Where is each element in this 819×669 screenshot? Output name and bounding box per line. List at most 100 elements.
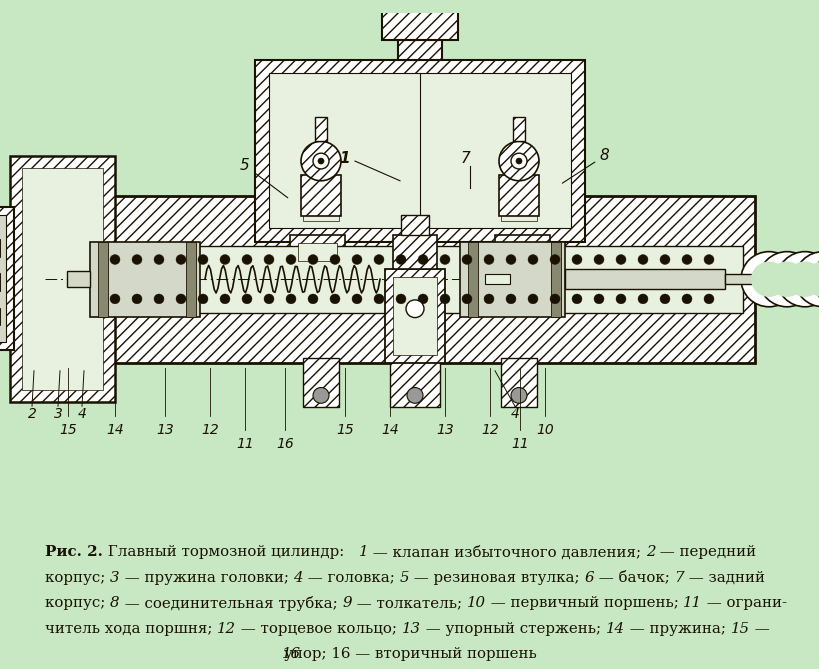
Circle shape xyxy=(615,255,625,264)
Circle shape xyxy=(740,252,796,307)
Text: 4: 4 xyxy=(293,571,302,585)
Circle shape xyxy=(110,255,120,264)
Bar xyxy=(390,0,450,9)
Text: 13: 13 xyxy=(436,423,454,437)
Text: 12: 12 xyxy=(217,622,236,636)
Circle shape xyxy=(313,153,328,169)
Circle shape xyxy=(154,294,164,304)
Circle shape xyxy=(776,252,819,307)
Text: 11: 11 xyxy=(510,437,528,451)
Text: 9: 9 xyxy=(342,596,351,610)
Circle shape xyxy=(461,294,472,304)
Bar xyxy=(502,243,541,262)
Circle shape xyxy=(264,255,274,264)
Bar xyxy=(10,156,115,402)
Circle shape xyxy=(527,255,537,264)
Bar xyxy=(55,195,754,363)
Text: — бачок;: — бачок; xyxy=(593,571,674,585)
Text: читель хода поршня;: читель хода поршня; xyxy=(45,622,217,636)
Circle shape xyxy=(681,294,691,304)
Bar xyxy=(392,235,437,270)
Bar xyxy=(295,201,346,214)
Circle shape xyxy=(176,294,186,304)
Circle shape xyxy=(418,294,428,304)
Text: 2: 2 xyxy=(645,545,654,559)
Bar xyxy=(397,40,441,60)
Text: 7: 7 xyxy=(459,151,469,166)
Text: 3: 3 xyxy=(53,407,62,421)
Circle shape xyxy=(593,255,604,264)
Bar xyxy=(303,358,338,407)
Circle shape xyxy=(615,294,625,304)
Text: 13: 13 xyxy=(156,423,174,437)
Text: 7: 7 xyxy=(674,571,683,585)
Text: 4: 4 xyxy=(78,407,86,421)
Text: Главный тормозной цилиндр:: Главный тормозной цилиндр: xyxy=(103,545,358,559)
Circle shape xyxy=(794,252,819,307)
Text: корпус;: корпус; xyxy=(45,596,110,610)
Bar xyxy=(390,358,440,407)
Circle shape xyxy=(132,255,142,264)
Text: 14: 14 xyxy=(106,423,124,437)
Circle shape xyxy=(329,255,340,264)
Text: —: — xyxy=(749,622,768,636)
Text: — ограни-: — ограни- xyxy=(701,596,786,610)
Circle shape xyxy=(637,294,647,304)
Circle shape xyxy=(659,294,669,304)
Circle shape xyxy=(505,294,515,304)
Text: 8: 8 xyxy=(110,596,120,610)
Circle shape xyxy=(219,255,229,264)
Text: 13: 13 xyxy=(401,622,421,636)
Text: 4: 4 xyxy=(510,407,518,421)
Text: 10: 10 xyxy=(536,423,553,437)
Text: 1: 1 xyxy=(339,151,350,166)
Circle shape xyxy=(505,255,515,264)
Text: 12: 12 xyxy=(481,423,498,437)
Circle shape xyxy=(510,387,527,403)
Text: 15: 15 xyxy=(730,622,749,636)
Circle shape xyxy=(704,294,713,304)
Circle shape xyxy=(351,255,361,264)
Text: — толкатель;: — толкатель; xyxy=(351,596,466,610)
Text: 16: 16 xyxy=(281,647,301,661)
Text: 8: 8 xyxy=(562,148,609,183)
Text: Рис. 2.: Рис. 2. xyxy=(45,545,103,559)
Text: — головка;: — головка; xyxy=(302,571,399,585)
Bar xyxy=(303,195,338,221)
Bar xyxy=(290,235,345,270)
Text: 14: 14 xyxy=(605,622,624,636)
Circle shape xyxy=(786,262,819,297)
Text: 14: 14 xyxy=(381,423,398,437)
Circle shape xyxy=(510,153,527,169)
Circle shape xyxy=(418,255,428,264)
Text: — пружина головки;: — пружина головки; xyxy=(120,571,293,585)
Circle shape xyxy=(750,262,786,297)
Circle shape xyxy=(483,294,493,304)
Text: 1: 1 xyxy=(358,545,368,559)
Bar xyxy=(255,60,584,242)
Bar xyxy=(550,242,560,316)
Bar xyxy=(297,243,337,262)
Circle shape xyxy=(329,294,340,304)
Text: 15: 15 xyxy=(336,423,354,437)
Circle shape xyxy=(110,294,120,304)
Circle shape xyxy=(242,294,251,304)
Bar xyxy=(0,215,6,343)
Text: — клапан избыточного давления;: — клапан избыточного давления; xyxy=(368,545,645,559)
Circle shape xyxy=(154,255,164,264)
Circle shape xyxy=(313,387,328,403)
Bar xyxy=(314,117,327,141)
Circle shape xyxy=(593,294,604,304)
Text: 2: 2 xyxy=(28,407,36,421)
Bar xyxy=(484,274,509,284)
Bar xyxy=(392,277,437,355)
Circle shape xyxy=(405,300,423,318)
Circle shape xyxy=(264,294,274,304)
Circle shape xyxy=(515,158,522,164)
Bar xyxy=(382,9,458,40)
Circle shape xyxy=(483,255,493,264)
Bar xyxy=(492,201,545,214)
Bar xyxy=(468,242,477,316)
Text: — передний: — передний xyxy=(654,545,756,559)
Circle shape xyxy=(301,141,341,181)
